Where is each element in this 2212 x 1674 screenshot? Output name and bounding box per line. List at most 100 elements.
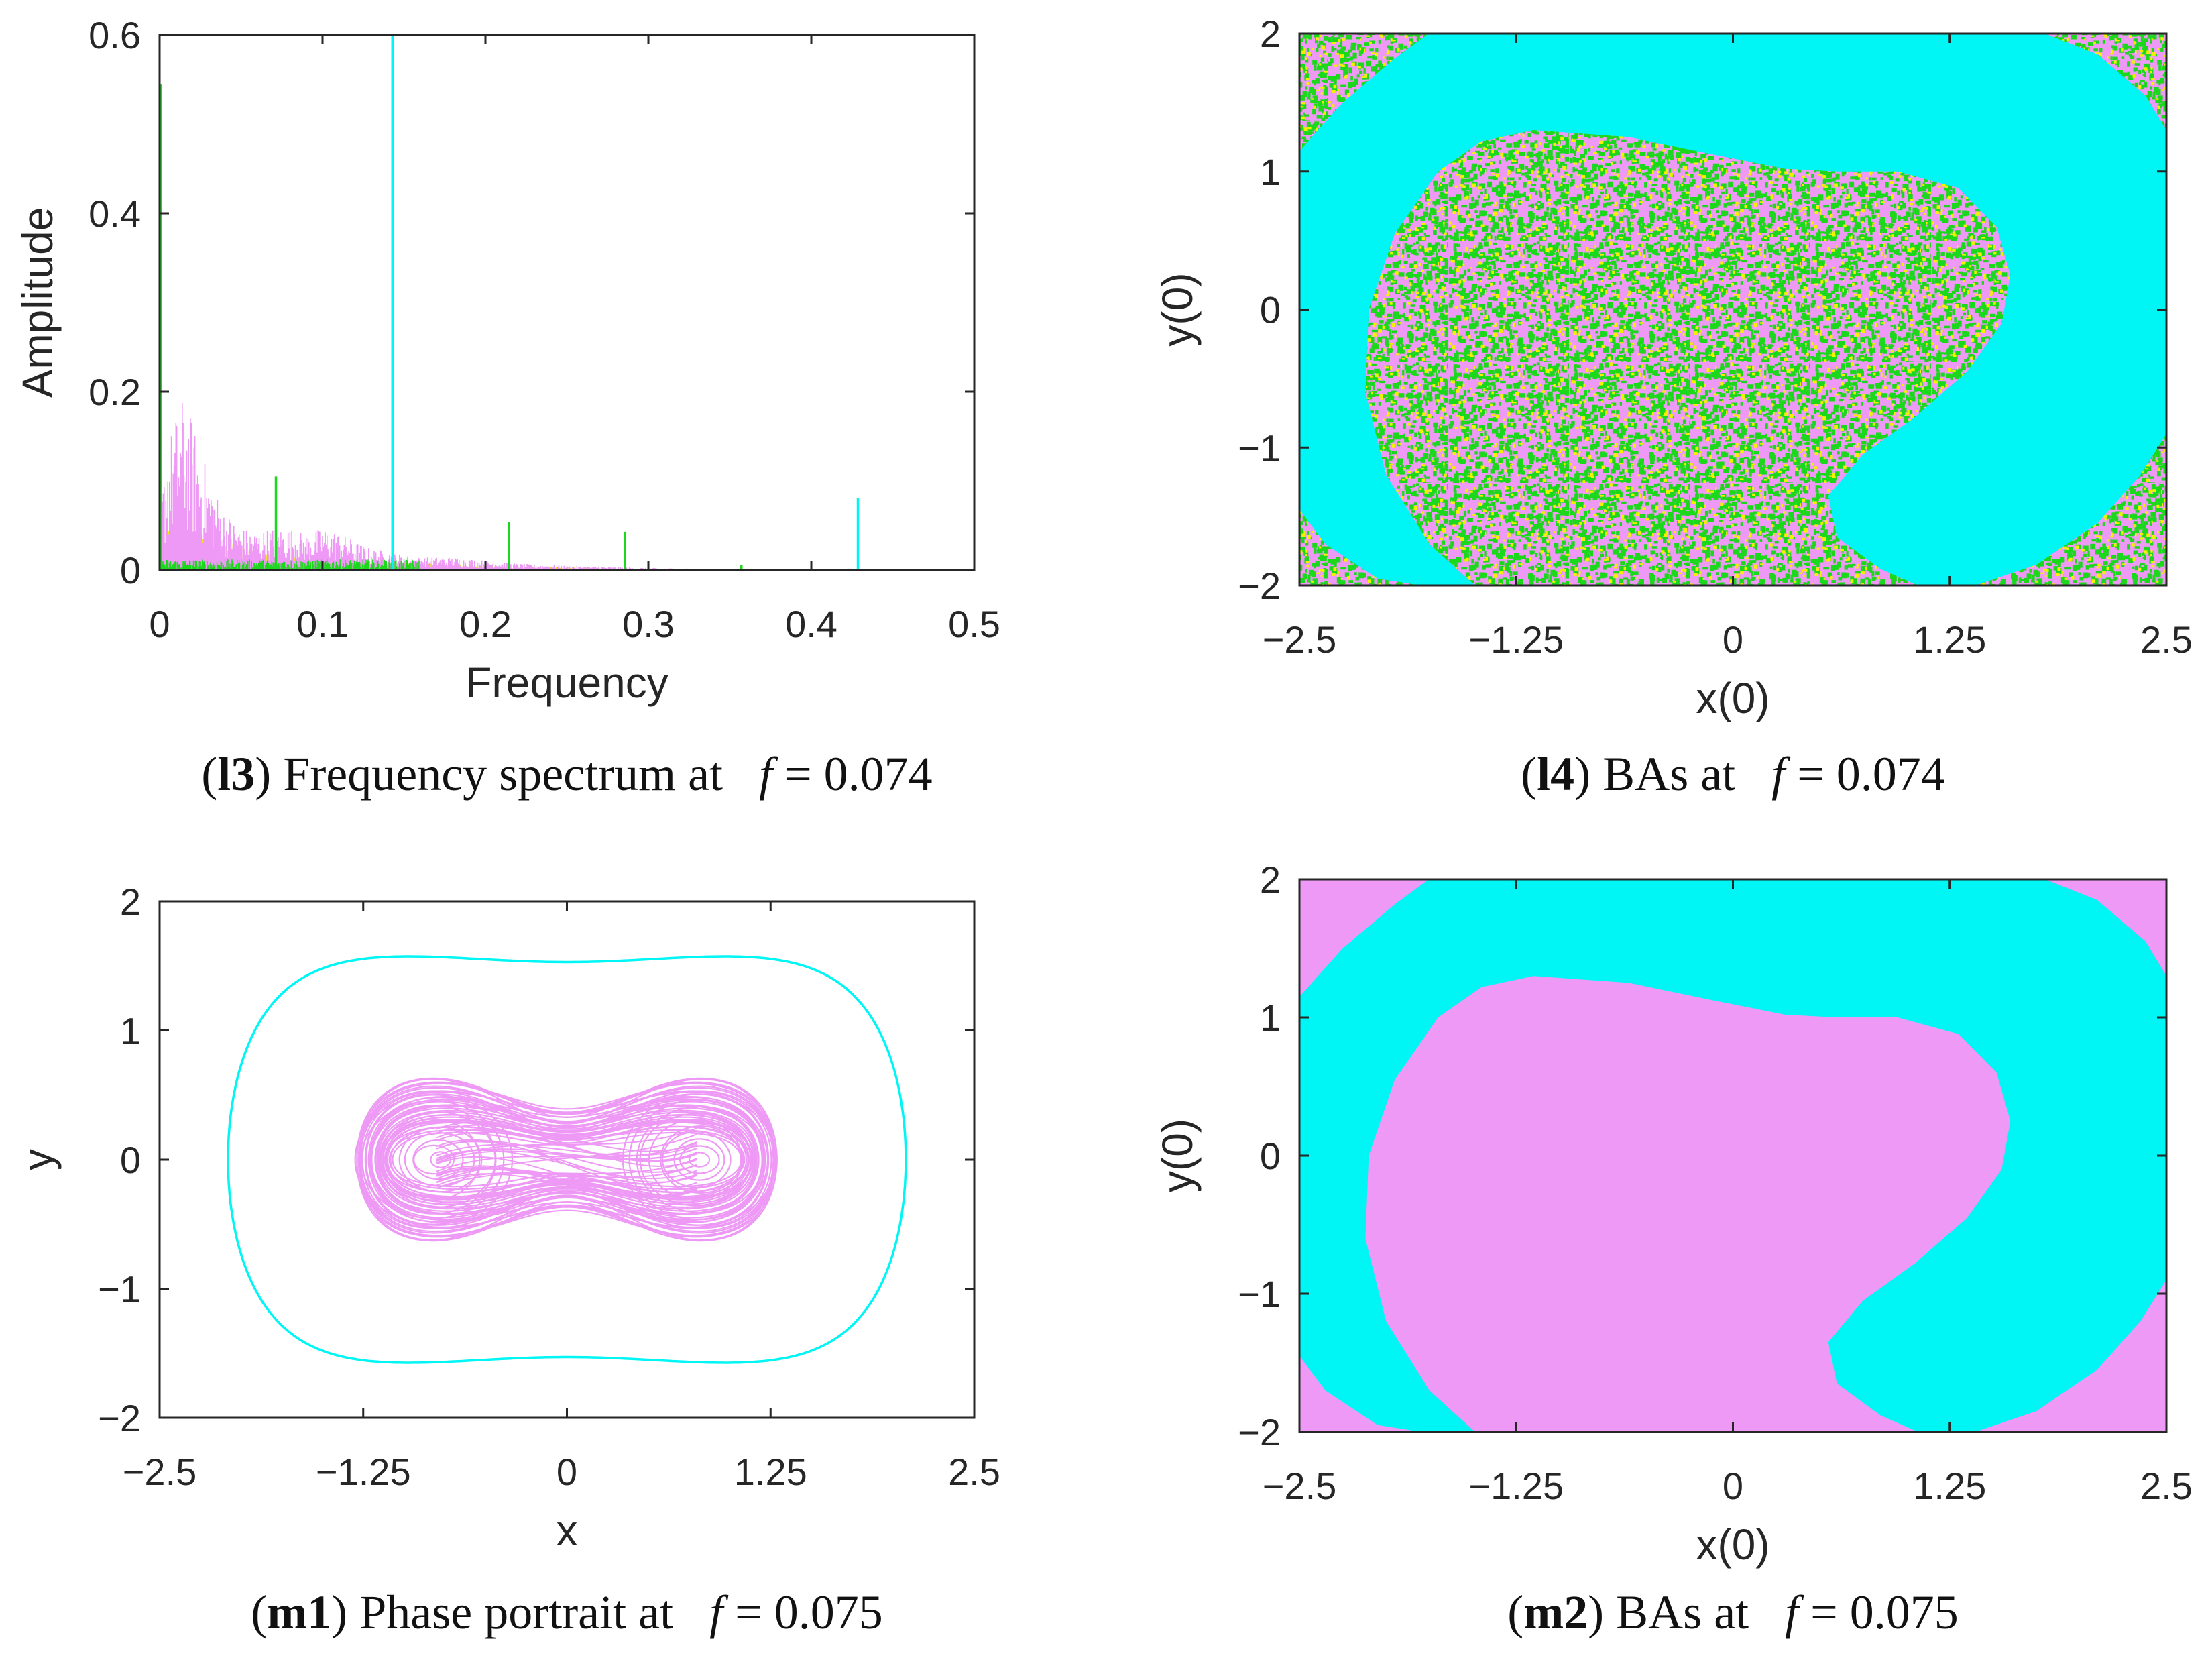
x-tick-label: 1.25 bbox=[1913, 618, 1986, 661]
caption-text: BAs at bbox=[1604, 1585, 1785, 1639]
x-tick-label: −2.5 bbox=[1263, 1465, 1337, 1507]
orbit-violet bbox=[392, 1131, 742, 1188]
y-tick-label: 2 bbox=[1260, 13, 1281, 55]
orbit-violet bbox=[356, 1082, 778, 1237]
x-tick-label: 1.25 bbox=[734, 1451, 807, 1493]
y-tick-label: 0.2 bbox=[89, 371, 141, 413]
spectrum-violet bbox=[160, 403, 974, 570]
orbit-violet-strand bbox=[436, 1141, 698, 1172]
orbit-violet-strand bbox=[436, 1121, 698, 1167]
chart-frequency-spectrum: 0 0.1 0.2 0.3 0.4 0.5 0 0.2 0.4 0.6 Frequency Ampli… bbox=[13, 14, 1000, 801]
panel-caption: (m1) Phase portrait at f = 0.075 bbox=[251, 1585, 882, 1639]
x-tick-label: 0.3 bbox=[622, 603, 675, 645]
orbit-violet bbox=[365, 1093, 769, 1226]
caption-paren: ( bbox=[1521, 747, 1537, 801]
orbit-violet bbox=[377, 1109, 757, 1210]
caption-value: = 0.074 bbox=[1785, 747, 1945, 801]
orbit-violet-strand bbox=[436, 1165, 698, 1198]
orbit-violet-focus bbox=[688, 1152, 711, 1168]
x-tick-label: 0 bbox=[1723, 1465, 1743, 1507]
x-tick-label: −1.25 bbox=[1468, 1465, 1564, 1507]
orbit-violet bbox=[364, 1091, 770, 1228]
orbit-violet-strand bbox=[436, 1133, 698, 1183]
chart-basins-riddled: −2.5 −1.25 0 1.25 2.5 −2 −1 0 1 2 x(0) y(0) (l4) BAs… bbox=[1153, 13, 2193, 801]
y-tick-label: −1 bbox=[1238, 427, 1281, 469]
y-tick-label: 2 bbox=[1260, 858, 1281, 901]
y-tick-label: −2 bbox=[1238, 565, 1281, 607]
orbit-violet-strand bbox=[436, 1156, 698, 1197]
orbit-violet bbox=[359, 1081, 774, 1238]
y-tick-label: 0.6 bbox=[89, 14, 141, 56]
caption-paren: ) bbox=[1588, 1585, 1604, 1639]
caption-paren: ) bbox=[255, 747, 271, 801]
chart-basins: −2.5 −1.25 0 1.25 2.5 −2 −1 0 1 2 x(0) y(0) (m2) BAs… bbox=[1153, 858, 2193, 1639]
caption-paren: ( bbox=[251, 1585, 267, 1639]
orbit-violet-focus bbox=[354, 1094, 514, 1225]
orbit-violet bbox=[374, 1104, 760, 1215]
orbit-violet-strand bbox=[436, 1143, 698, 1156]
x-tick-label: 0.1 bbox=[296, 603, 349, 645]
plot-area bbox=[160, 35, 974, 570]
y-tick-label: 1 bbox=[1260, 997, 1281, 1039]
caption-value: = 0.074 bbox=[772, 747, 933, 801]
caption-tag: m2 bbox=[1523, 1585, 1588, 1639]
x-tick-label: 2.5 bbox=[2140, 1465, 2193, 1507]
orbit-violet-strand bbox=[436, 1139, 698, 1190]
orbit-violet-focus bbox=[370, 1105, 497, 1215]
orbit-violet-strand bbox=[436, 1124, 698, 1152]
caption-value: = 0.075 bbox=[723, 1585, 883, 1639]
plot-frame bbox=[158, 900, 976, 1419]
x-tick-label: 0 bbox=[557, 1451, 577, 1493]
caption-text: BAs at bbox=[1590, 747, 1771, 801]
y-tick-label: −2 bbox=[1238, 1411, 1281, 1453]
y-tick-label: 0 bbox=[120, 549, 141, 592]
caption-text: Frequency spectrum at bbox=[271, 747, 759, 801]
orbit-violet-focus bbox=[679, 1145, 720, 1174]
x-tick-label: 2.5 bbox=[2140, 618, 2193, 661]
x-tick-label: 0.5 bbox=[948, 603, 1000, 645]
x-tick-label: 0 bbox=[149, 603, 170, 645]
panel-caption: (m2) BAs at f = 0.075 bbox=[1507, 1585, 1959, 1639]
caption-tag: l4 bbox=[1537, 747, 1574, 801]
panel-caption: (l4) BAs at f = 0.074 bbox=[1521, 747, 1945, 801]
panel-caption: (l3) Frequency spectrum at f = 0.074 bbox=[201, 747, 932, 801]
y-axis-label: Amplitude bbox=[13, 207, 62, 398]
y-tick-label: 0.4 bbox=[89, 192, 141, 235]
caption-tag: l3 bbox=[217, 747, 255, 801]
y-axis-label: y bbox=[13, 1149, 62, 1170]
orbit-cyan bbox=[227, 955, 907, 1364]
basin-central bbox=[1365, 130, 2011, 585]
x-tick-label: −2.5 bbox=[123, 1451, 197, 1493]
y-tick-label: 1 bbox=[1260, 151, 1281, 193]
caption-tag: m1 bbox=[267, 1585, 331, 1639]
x-tick-label: 2.5 bbox=[948, 1451, 1000, 1493]
plot-area bbox=[1299, 879, 2166, 1432]
y-tick-label: 2 bbox=[120, 881, 141, 923]
orbit-violet bbox=[358, 1078, 776, 1241]
caption-paren: ( bbox=[201, 747, 217, 801]
orbit-violet-focus bbox=[648, 1118, 743, 1201]
y-axis-label: y(0) bbox=[1153, 1119, 1202, 1192]
plot-frame bbox=[158, 34, 976, 571]
x-tick-label: −2.5 bbox=[1263, 618, 1337, 661]
orbit-violet bbox=[382, 1113, 752, 1206]
y-axis-label: y(0) bbox=[1153, 272, 1202, 346]
orbit-violet-strand bbox=[436, 1158, 698, 1189]
caption-paren: ( bbox=[1507, 1585, 1523, 1639]
y-tick-label: −2 bbox=[98, 1397, 141, 1439]
orbit-violet bbox=[380, 1111, 754, 1209]
orbit-violet-strand bbox=[436, 1129, 698, 1162]
x-tick-label: −1.25 bbox=[1468, 618, 1564, 661]
chart-phase-portrait: −2.5 −1.25 0 1.25 2.5 −2 −1 0 1 2 x y (m1) Phase por… bbox=[13, 881, 1000, 1639]
orbit-violet-strand bbox=[436, 1173, 698, 1197]
x-tick-label: 0.4 bbox=[785, 603, 837, 645]
caption-value: = 0.075 bbox=[1798, 1585, 1959, 1639]
y-tick-label: −1 bbox=[98, 1268, 141, 1310]
y-tick-label: 1 bbox=[120, 1010, 141, 1052]
x-axis-label: Frequency bbox=[465, 659, 668, 707]
plot-area bbox=[1299, 34, 2166, 585]
caption-text: Phase portrait at bbox=[347, 1585, 709, 1639]
y-tick-label: 0 bbox=[1260, 1135, 1281, 1177]
y-tick-label: 0 bbox=[1260, 289, 1281, 331]
